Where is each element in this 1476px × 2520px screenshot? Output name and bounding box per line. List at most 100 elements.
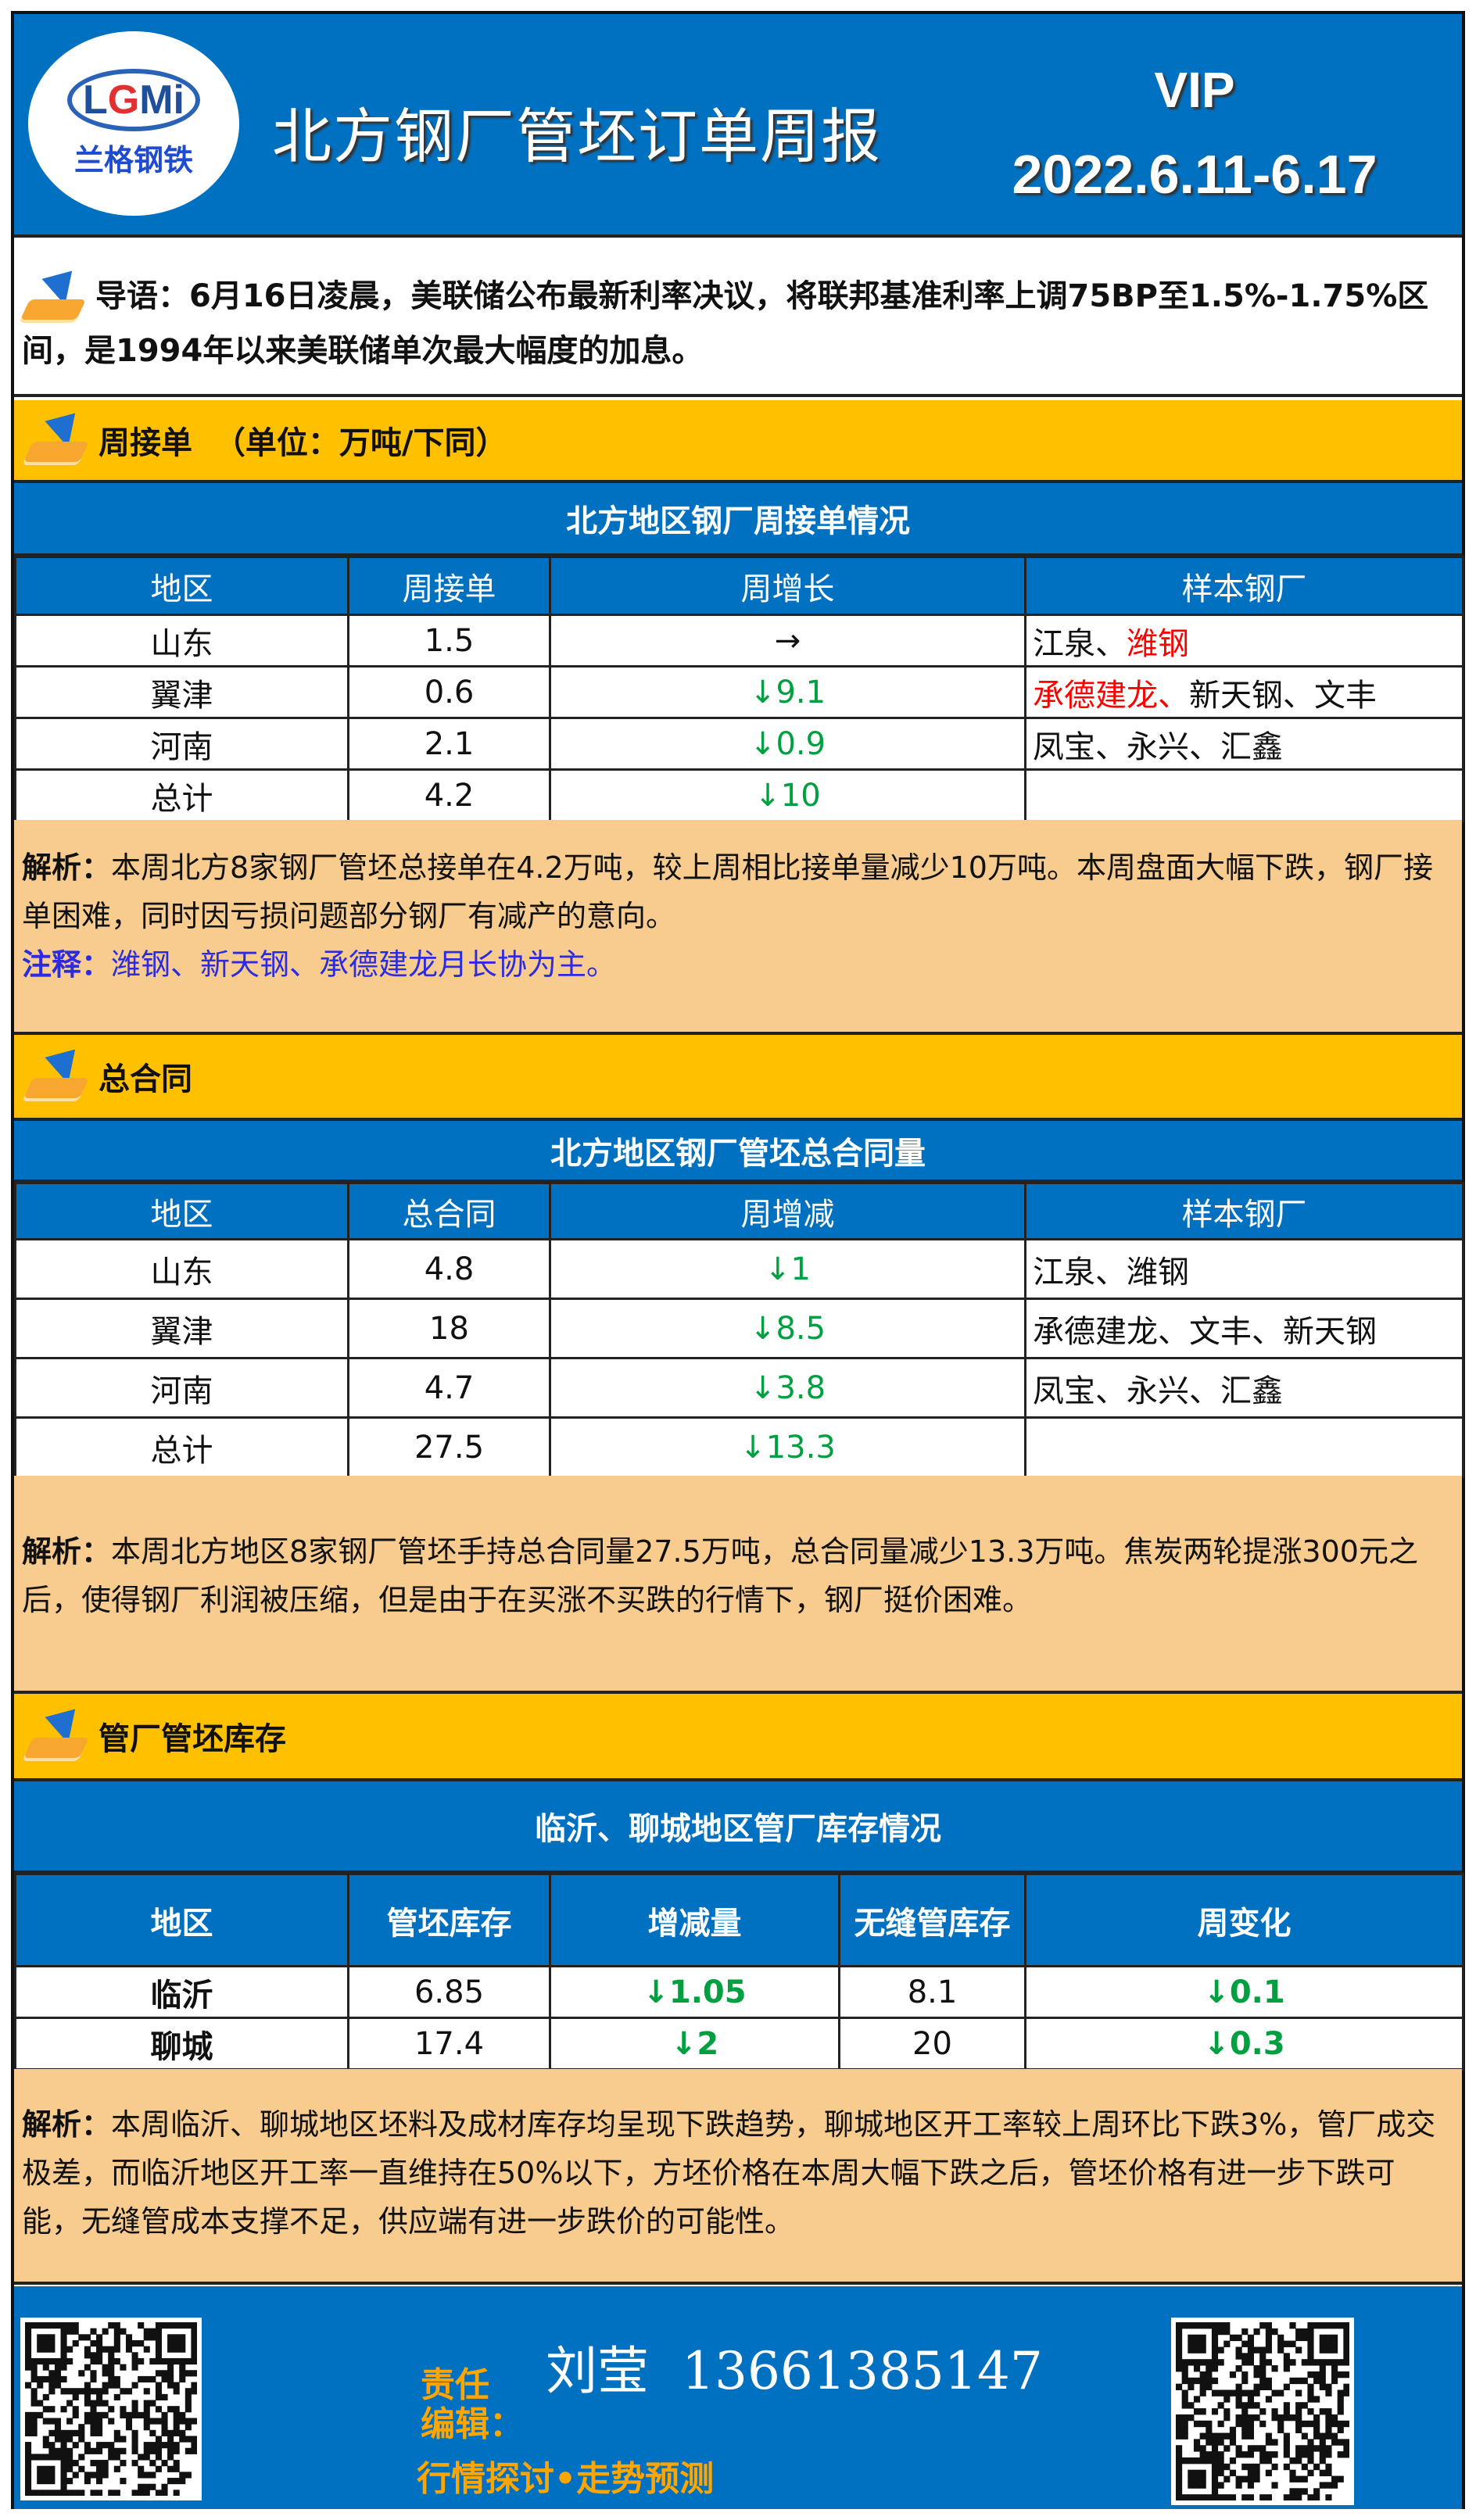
header-row: 地区 周接单 周增长 样本钢厂 [14, 556, 1464, 616]
sample-mills-cell: 江泉、潍钢 [1024, 614, 1464, 668]
region-cell: 临沂 [14, 1965, 349, 2019]
value-cell: 4.7 [347, 1357, 551, 1419]
report-date-range: 2022.6.11-6.17 [1012, 144, 1377, 205]
header-row: 地区 总合同 周增减 样本钢厂 [14, 1182, 1464, 1240]
weekly-orders-table: 地区 周接单 周增长 样本钢厂 山东 1.5 → 江泉、潍钢 翼津 0.6 ↓9.1 承德建龙、新天钢… [14, 556, 1464, 822]
editor-label-2: 编辑： [421, 2404, 524, 2444]
region-cell: 河南 [14, 717, 349, 771]
qr-code-right[interactable] [1171, 2318, 1354, 2505]
table-row: 山东 4.8 ↓1 江泉、潍钢 [14, 1238, 1464, 1300]
change-cell: → [549, 614, 1026, 668]
section-heading-text: 周接单 （单位：万吨/下同） [99, 425, 507, 461]
billet-stock-cell: 17.4 [347, 2017, 551, 2071]
note-label: 注释： [22, 947, 112, 982]
footer: 责任 编辑： 行情探讨•走势预测 刘莹 13661385147 [14, 2286, 1462, 2509]
report-header: LGMi 兰格钢铁 北方钢厂管坯订单周报 VIP 2022.6.11-6.17 [14, 14, 1462, 238]
region-cell: 聊城 [14, 2017, 349, 2071]
sample-mills-cell: 江泉、潍钢 [1024, 1238, 1464, 1300]
column-header: 样本钢厂 [1024, 556, 1464, 616]
section-weekly-orders-heading: 周接单 （单位：万吨/下同） [14, 400, 1462, 483]
billet-change-cell: ↓2 [549, 2017, 840, 2071]
value-cell: 27.5 [347, 1416, 551, 1478]
section-total-contracts-heading: 总合同 [14, 1035, 1462, 1121]
sample-mills-cell: 承德建龙、文丰、新天钢 [1024, 1298, 1464, 1359]
total-contracts-table: 地区 总合同 周增减 样本钢厂 山东 4.8 ↓1 江泉、潍钢 翼津 18 ↓8.5 承德建龙、文丰、… [14, 1182, 1464, 1478]
section-inventory-heading: 管厂管坯库存 [14, 1694, 1462, 1781]
mill-name: 江泉、 [1033, 625, 1127, 662]
table-row: 临沂 6.85 ↓1.05 8.1 ↓0.1 [14, 1965, 1464, 2019]
region-cell: 总计 [14, 1416, 349, 1478]
report-title: 北方钢厂管坯订单周报 [272, 102, 882, 171]
intro-text: 导语：6月16日凌晨，美联储公布最新利率决议，将联邦基准利率上调75BP至1.5… [22, 278, 1429, 369]
footer-slogan: 行情探讨•走势预测 [417, 2459, 715, 2499]
editor-contact: 刘莹 13661385147 [546, 2341, 1043, 2401]
mill-name: 江泉、潍钢 [1033, 1254, 1189, 1290]
billet-stock-cell: 6.85 [347, 1965, 551, 2019]
column-header: 周变化 [1024, 1873, 1464, 1967]
region-cell: 总计 [14, 768, 349, 822]
note-text: 潍钢、新天钢、承德建龙月长协为主。 [111, 947, 617, 982]
table-row: 河南 2.1 ↓0.9 凤宝、永兴、汇鑫 [14, 717, 1464, 771]
column-header: 周增长 [549, 556, 1026, 616]
analysis-label: 解析： [22, 850, 112, 885]
change-cell: ↓9.1 [549, 665, 1026, 719]
change-cell: ↓13.3 [549, 1416, 1026, 1478]
column-header: 地区 [14, 1873, 349, 1967]
table-row: 总计 27.5 ↓13.3 [14, 1416, 1464, 1478]
analysis-box: 解析：本周北方8家钢厂管坯总接单在4.2万吨，较上周相比接单量减少10万吨。本周… [14, 820, 1462, 1035]
region-cell: 河南 [14, 1357, 349, 1419]
book-plane-icon [25, 417, 91, 464]
table-title: 北方地区钢厂周接单情况 [14, 483, 1462, 556]
table-row: 河南 4.7 ↓3.8 凤宝、永兴、汇鑫 [14, 1357, 1464, 1419]
logo-mark: LGMi [67, 68, 200, 131]
change-cell: ↓10 [549, 768, 1026, 822]
value-cell: 0.6 [347, 665, 551, 719]
change-cell: ↓1 [549, 1238, 1026, 1300]
value-cell: 4.8 [347, 1238, 551, 1300]
table-row: 总计 4.2 ↓10 [14, 768, 1464, 822]
column-header: 周接单 [347, 556, 551, 616]
qr-code-left[interactable] [20, 2318, 202, 2500]
table-row: 翼津 0.6 ↓9.1 承德建龙、新天钢、文丰 [14, 665, 1464, 719]
analysis-text: 本周北方8家钢厂管坯总接单在4.2万吨，较上周相比接单量减少10万吨。本周盘面大… [22, 850, 1433, 933]
change-cell: ↓8.5 [549, 1298, 1026, 1359]
region-cell: 山东 [14, 614, 349, 668]
section-heading-text: 总合同 [99, 1061, 192, 1097]
mill-name: 潍钢 [1127, 625, 1189, 662]
mill-name: 凤宝、永兴、汇鑫 [1033, 1373, 1283, 1409]
column-header: 地区 [14, 556, 349, 616]
company-logo: LGMi 兰格钢铁 [28, 31, 239, 216]
sample-mills-cell: 承德建龙、新天钢、文丰 [1024, 665, 1464, 719]
intro-section: 导语：6月16日凌晨，美联储公布最新利率决议，将联邦基准利率上调75BP至1.5… [14, 241, 1462, 397]
table-row: 聊城 17.4 ↓2 20 ↓0.3 [14, 2017, 1464, 2071]
table-row: 山东 1.5 → 江泉、潍钢 [14, 614, 1464, 668]
region-cell: 山东 [14, 1238, 349, 1300]
section-heading-text: 管厂管坯库存 [99, 1721, 286, 1757]
analysis-label: 解析： [22, 2107, 112, 2142]
book-plane-icon [25, 1713, 91, 1759]
book-plane-icon [25, 1053, 91, 1100]
change-cell: ↓0.9 [549, 717, 1026, 771]
logo-cn: 兰格钢铁 [73, 141, 193, 177]
column-header: 样本钢厂 [1024, 1182, 1464, 1240]
change-cell: ↓3.8 [549, 1357, 1026, 1419]
seamless-change-cell: ↓0.1 [1024, 1965, 1464, 2019]
sample-mills-cell [1024, 1416, 1464, 1478]
column-header: 地区 [14, 1182, 349, 1240]
column-header: 管坯库存 [347, 1873, 551, 1967]
seamless-stock-cell: 20 [838, 2017, 1026, 2071]
region-cell: 翼津 [14, 1298, 349, 1359]
analysis-box: 解析：本周北方地区8家钢厂管坯手持总合同量27.5万吨，总合同量减少13.3万吨… [14, 1476, 1462, 1694]
value-cell: 2.1 [347, 717, 551, 771]
mill-name: 承德建龙、文丰、新天钢 [1033, 1313, 1377, 1350]
region-cell: 翼津 [14, 665, 349, 719]
sample-mills-cell: 凤宝、永兴、汇鑫 [1024, 717, 1464, 771]
column-header: 周增减 [549, 1182, 1026, 1240]
analysis-text: 本周北方地区8家钢厂管坯手持总合同量27.5万吨，总合同量减少13.3万吨。焦炭… [22, 1534, 1418, 1617]
inventory-table: 地区 管坯库存 增减量 无缝管库存 周变化 临沂 6.85 ↓1.05 8.1 ↓0.1 聊城 17.… [14, 1873, 1464, 2071]
seamless-change-cell: ↓0.3 [1024, 2017, 1464, 2071]
column-header: 无缝管库存 [838, 1873, 1026, 1967]
analysis-text: 本周临沂、聊城地区坯料及成材库存均呈现下跌趋势，聊城地区开工率较上周环比下跌3%… [22, 2107, 1436, 2239]
analysis-label: 解析： [22, 1534, 112, 1569]
column-header: 增减量 [549, 1873, 840, 1967]
